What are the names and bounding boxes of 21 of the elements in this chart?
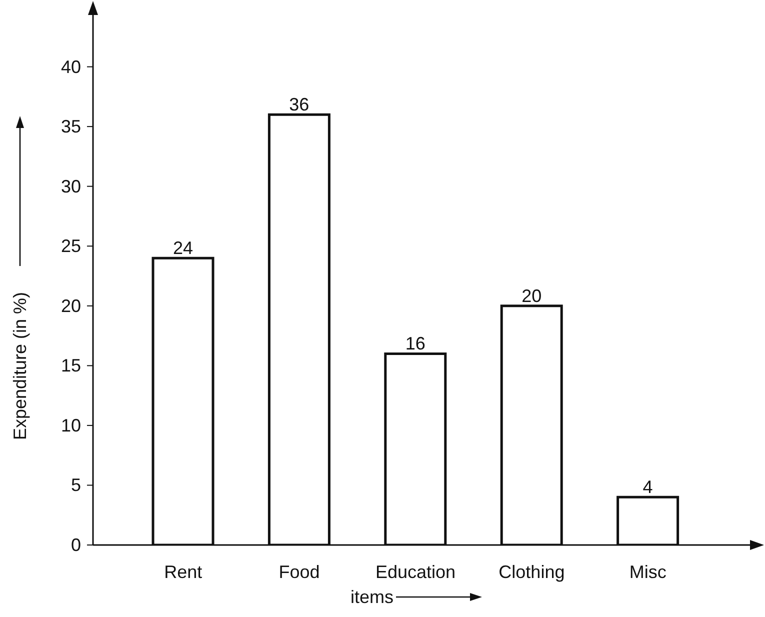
y-tick-label: 5	[70, 475, 81, 496]
data-label: 16	[405, 334, 426, 354]
y-tick-label: 40	[60, 56, 81, 77]
data-label: 36	[289, 94, 310, 115]
x-tick-label: Education	[375, 562, 456, 582]
x-tick-label: Rent	[164, 562, 202, 582]
y-axis-title: Expenditure (in %)	[10, 292, 30, 440]
data-label: 20	[522, 286, 542, 306]
data-label: 4	[642, 477, 653, 498]
x-tick-label: Misc	[629, 562, 666, 582]
data-label: 24	[172, 238, 194, 258]
y-tick-label: 0	[70, 535, 81, 555]
y-tick-label: 25	[60, 236, 81, 256]
x-axis-title: items	[350, 587, 394, 607]
x-tick-label: Food	[278, 562, 320, 582]
y-tick-label: 20	[60, 296, 81, 316]
y-tick-label: 15	[60, 356, 81, 376]
y-tick-label: 35	[60, 116, 81, 137]
y-tick-label: 30	[60, 176, 81, 196]
y-tick-label: 10	[60, 415, 81, 436]
x-tick-label: Clothing	[498, 562, 565, 582]
